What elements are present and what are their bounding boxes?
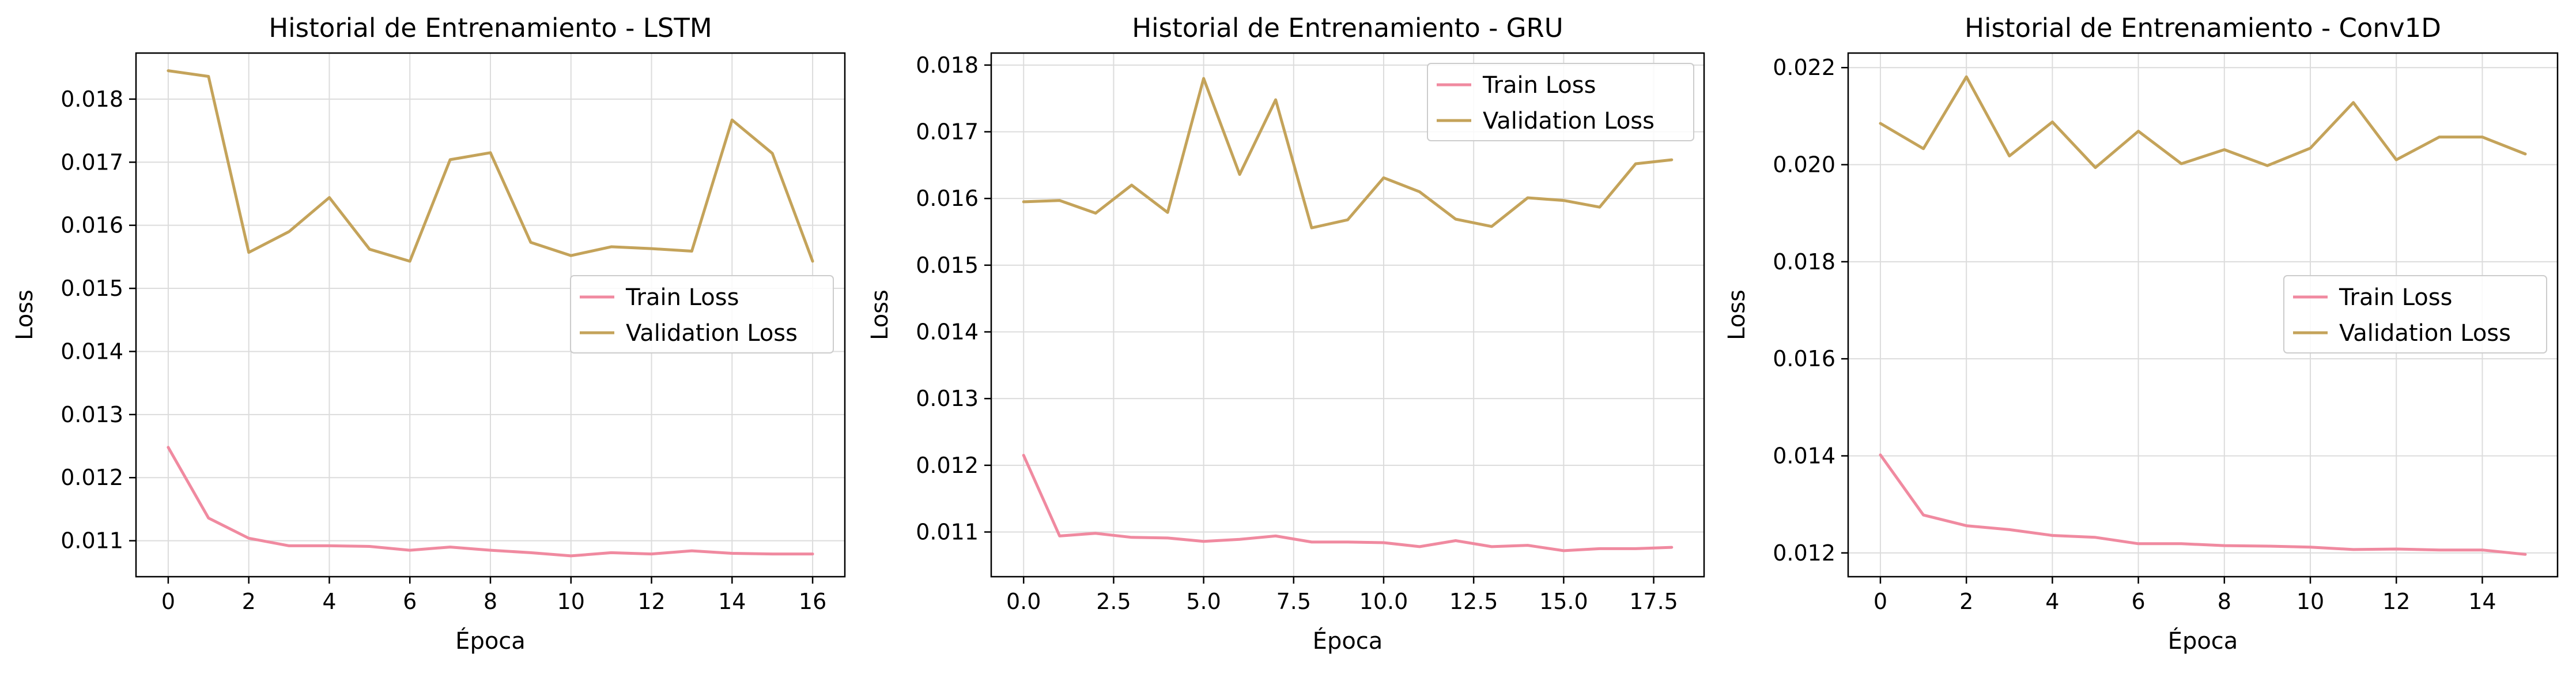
chart-panel-2: 0 2 4 6 8 10 12 14 0.012 0.014 0.016 0.018 0.020 0.02… xyxy=(1724,13,2559,655)
x-tick-label: 6 xyxy=(2131,589,2145,614)
y-tick-label: 0.011 xyxy=(916,520,979,545)
x-axis-label: Época xyxy=(2168,627,2238,655)
series-line-0 xyxy=(1022,454,1674,552)
legend-box xyxy=(570,275,834,354)
x-tick-label: 0 xyxy=(1874,589,1887,614)
legend-label-0: Train Loss xyxy=(2339,284,2452,311)
x-tick-label: 0.0 xyxy=(1006,589,1041,614)
chart-panel-1: 0.0 2.5 5.0 7.5 10.0 12.5 15.0 17.5 0.011 0.012 0.… xyxy=(867,13,1705,655)
y-tick-label: 0.011 xyxy=(61,528,123,554)
x-tick-label: 2 xyxy=(1959,589,1973,614)
chart-title: Historial de Entrenamiento - GRU xyxy=(1132,13,1563,43)
x-tick-label: 12 xyxy=(637,589,665,614)
series-line-1 xyxy=(1022,77,1674,230)
legend-box xyxy=(1427,63,1694,141)
series-line-0 xyxy=(1879,453,2527,556)
y-tick-label: 0.015 xyxy=(61,276,123,301)
x-tick-label: 2 xyxy=(242,589,256,614)
legend: Train Loss Validation Loss xyxy=(570,275,834,354)
x-tick-label: 8 xyxy=(484,589,497,614)
x-tick-label: 17.5 xyxy=(1629,589,1678,614)
legend-label-1: Validation Loss xyxy=(1483,108,1655,134)
x-axis-label: Época xyxy=(1313,627,1383,655)
y-tick-label: 0.012 xyxy=(1773,540,1835,566)
x-tick-label: 14 xyxy=(2468,589,2496,614)
x-axis-label: Época xyxy=(455,627,526,655)
x-tick-label: 15.0 xyxy=(1539,589,1588,614)
y-axis-label: Loss xyxy=(867,289,893,340)
y-tick-label: 0.015 xyxy=(916,253,979,278)
y-tick-label: 0.017 xyxy=(916,119,979,144)
x-tick-label: 7.5 xyxy=(1276,589,1311,614)
x-tick-label: 8 xyxy=(2218,589,2231,614)
y-tick-label: 0.014 xyxy=(1773,443,1835,468)
legend-label-1: Validation Loss xyxy=(626,320,798,347)
legend-label-0: Train Loss xyxy=(625,284,739,311)
y-tick-label: 0.014 xyxy=(916,319,979,344)
series-line-1 xyxy=(167,69,814,263)
y-tick-label: 0.016 xyxy=(1773,346,1835,371)
y-tick-label: 0.018 xyxy=(61,87,123,112)
x-tick-label: 10 xyxy=(2297,589,2324,614)
series-line-1 xyxy=(1879,75,2527,170)
x-tick-label: 12 xyxy=(2382,589,2410,614)
x-tick-label: 14 xyxy=(718,589,746,614)
x-tick-label: 4 xyxy=(322,589,336,614)
x-tick-label: 16 xyxy=(799,589,826,614)
y-tick-label: 0.012 xyxy=(916,453,979,478)
x-tick-label: 10 xyxy=(557,589,585,614)
x-tick-label: 5.0 xyxy=(1186,589,1221,614)
axes-frame xyxy=(990,52,1705,578)
y-tick-label: 0.016 xyxy=(916,186,979,211)
x-tick-label: 6 xyxy=(403,589,417,614)
y-tick-label: 0.012 xyxy=(61,465,123,490)
y-tick-label: 0.020 xyxy=(1773,152,1835,178)
y-axis-label: Loss xyxy=(1724,289,1750,340)
chart-title: Historial de Entrenamiento - Conv1D xyxy=(1965,13,2441,43)
x-tick-label: 12.5 xyxy=(1449,589,1498,614)
y-tick-label: 0.017 xyxy=(61,149,123,175)
y-tick-label: 0.022 xyxy=(1773,55,1835,80)
y-tick-label: 0.013 xyxy=(916,386,979,411)
legend: Train Loss Validation Loss xyxy=(1427,63,1694,141)
x-tick-label: 2.5 xyxy=(1096,589,1131,614)
legend: Train Loss Validation Loss xyxy=(2283,275,2547,354)
y-tick-label: 0.013 xyxy=(61,402,123,427)
legend-label-1: Validation Loss xyxy=(2339,320,2511,347)
series-line-0 xyxy=(167,446,814,558)
y-tick-label: 0.018 xyxy=(916,52,979,78)
x-tick-label: 10.0 xyxy=(1359,589,1408,614)
y-tick-label: 0.018 xyxy=(1773,249,1835,275)
y-axis-label: Loss xyxy=(12,289,38,340)
chart-panel-0: 0 2 4 6 8 10 12 14 16 0.011 0.012 0.013 0.014 0.015 0.… xyxy=(12,13,846,655)
y-tick-label: 0.016 xyxy=(61,213,123,238)
x-tick-label: 0 xyxy=(161,589,175,614)
axes-frame xyxy=(1847,52,2559,578)
y-tick-label: 0.014 xyxy=(61,339,123,364)
chart-title: Historial de Entrenamiento - LSTM xyxy=(269,13,712,43)
legend-box xyxy=(2283,275,2547,354)
legend-label-0: Train Loss xyxy=(1482,72,1596,99)
x-tick-label: 4 xyxy=(2045,589,2059,614)
